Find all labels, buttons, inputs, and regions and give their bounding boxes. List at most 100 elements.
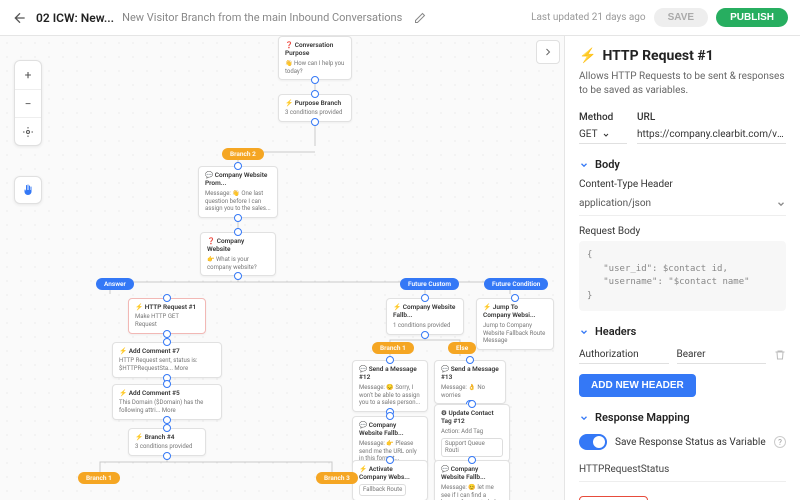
publish-button[interactable]: PUBLISH xyxy=(716,8,788,27)
node-title: ⚡ Add Comment #5 xyxy=(119,389,215,397)
trash-icon[interactable] xyxy=(774,349,786,361)
pill-branch-2[interactable]: Branch 2 xyxy=(222,148,264,160)
response-section-header[interactable]: Response Mapping xyxy=(579,411,786,424)
node-title: ⚡ Jump To Company Websi... xyxy=(483,303,547,320)
header-key-input[interactable]: Authorization xyxy=(579,346,669,364)
node-title: ⚡ Purpose Branch xyxy=(285,99,345,107)
node-desc: 👉 What is your company website? xyxy=(207,256,269,272)
panel-description: Allows HTTP Requests to be sent & respon… xyxy=(579,70,786,98)
save-status-label: Save Response Status as Variable xyxy=(615,437,766,448)
node-desc: Make HTTP GET Request xyxy=(135,313,199,329)
node-desc: Message: 👋 One last question before I ca… xyxy=(205,190,271,213)
node-desc: 1 conditions provided xyxy=(393,322,457,330)
node-update-tag-12[interactable]: ⚙ Update Contact Tag #12 Action: Add Tag… xyxy=(434,404,510,462)
method-url-row: Method GET URL https://company.clearbit.… xyxy=(579,112,786,144)
method-value: GET xyxy=(579,129,598,140)
save-button: SAVE xyxy=(654,8,709,27)
node-jump-to-fallback[interactable]: ⚡ Jump To Company Websi... Jump to Compa… xyxy=(476,298,554,350)
locate-button[interactable] xyxy=(15,117,41,145)
node-purpose-branch[interactable]: ⚡ Purpose Branch 3 conditions provided xyxy=(278,94,352,122)
pill-future-condition[interactable]: Future Condition xyxy=(484,278,548,290)
doc-title: 02 ICW: New... xyxy=(36,11,114,25)
pill-branch-1[interactable]: Branch 1 xyxy=(78,472,120,484)
node-title: 💬 Company Website Fallb... xyxy=(441,465,503,482)
bolt-icon: ⚡ xyxy=(579,48,596,64)
zoom-in-button[interactable]: + xyxy=(15,61,41,89)
node-add-comment-7[interactable]: ⚡ Add Comment #7 HTTP Request sent, stat… xyxy=(112,342,222,378)
pan-tool-button[interactable] xyxy=(14,176,42,204)
chevron-down-icon xyxy=(579,413,589,423)
fallback-chip: Fallback Route xyxy=(359,484,406,496)
node-title: ⚡ Company Website Fallb... xyxy=(393,303,457,320)
header-row: Authorization Bearer xyxy=(579,346,786,364)
node-title: 💬 Send a Message #13 xyxy=(441,365,499,382)
panel-title-text: HTTP Request #1 xyxy=(602,48,713,64)
chevron-down-icon xyxy=(579,160,589,170)
node-title: 💬 Send a Message #12 xyxy=(359,365,421,382)
save-status-toggle[interactable] xyxy=(579,434,607,450)
node-company-prompt[interactable]: 💬 Company Website Prom... Message: 👋 One… xyxy=(198,166,278,218)
node-company-website[interactable]: ❓ Company Website 👉 What is your company… xyxy=(200,232,276,276)
panel-title: ⚡ HTTP Request #1 xyxy=(579,48,786,64)
back-icon[interactable] xyxy=(12,10,28,26)
content-type-value: application/json xyxy=(579,198,651,209)
node-title: ⚡ Activate Company Webs... xyxy=(359,465,421,482)
node-send-message-13[interactable]: 💬 Send a Message #13 Message: 👌 No worri… xyxy=(434,360,506,404)
pill-fb-else[interactable]: Else xyxy=(448,342,476,354)
canvas-toolbar: + − xyxy=(14,60,42,146)
node-fallback-route-msg[interactable]: 💬 Company Website Fallb... Message: 😊 le… xyxy=(434,460,510,500)
method-select[interactable]: GET xyxy=(579,126,627,144)
node-http-request[interactable]: ⚡ HTTP Request #1 Make HTTP GET Request xyxy=(128,298,206,334)
delete-button[interactable]: DELETE xyxy=(579,496,648,500)
node-title: ❓ Conversation Purpose xyxy=(285,41,345,58)
node-send-message-12[interactable]: 💬 Send a Message #12 Message: 😔 Sorry, I… xyxy=(352,360,428,412)
url-input[interactable]: https://company.clearbit.com/v2/companie… xyxy=(637,126,786,144)
node-desc: Message: 😔 Sorry, I won't be able to ass… xyxy=(359,384,421,407)
pill-answer[interactable]: Answer xyxy=(96,278,134,290)
content-type-label: Content-Type Header xyxy=(579,179,786,190)
node-branch-4[interactable]: ⚡ Branch #4 3 conditions provided xyxy=(128,428,206,456)
header-bar: 02 ICW: New... New Visitor Branch from t… xyxy=(0,0,800,36)
node-desc: HTTP Request sent, status is: $HTTPReque… xyxy=(119,357,215,373)
status-variable-input[interactable]: HTTPRequestStatus xyxy=(579,460,786,482)
zoom-out-button[interactable]: − xyxy=(15,89,41,117)
content-type-select[interactable]: application/json xyxy=(579,194,786,216)
node-activate-website[interactable]: ⚡ Activate Company Webs... Fallback Rout… xyxy=(352,460,428,500)
node-desc: Message: 😊 let me see if I can find a hu… xyxy=(441,484,503,500)
headers-section-header[interactable]: Headers xyxy=(579,325,786,338)
node-desc: Message: 👌 No worries xyxy=(441,384,499,400)
side-panel: ⚡ HTTP Request #1 Allows HTTP Requests t… xyxy=(564,36,800,500)
node-title: ⚡ HTTP Request #1 xyxy=(135,303,199,311)
chevron-down-icon xyxy=(602,131,610,139)
header-value-input[interactable]: Bearer xyxy=(677,346,767,364)
node-desc: 3 conditions provided xyxy=(285,109,345,117)
help-icon[interactable]: ? xyxy=(774,436,786,448)
node-title: ⚙ Update Contact Tag #12 xyxy=(441,409,503,426)
node-website-fallback-branch[interactable]: ⚡ Company Website Fallb... 1 conditions … xyxy=(386,298,464,335)
node-add-comment-5[interactable]: ⚡ Add Comment #5 This Domain ($Domain) h… xyxy=(112,384,222,420)
tag-chip: Support Queue Routi xyxy=(441,438,503,458)
node-title: 💬 Company Website Prom... xyxy=(205,171,271,188)
node-title: 💬 Company Website Fallb... xyxy=(359,421,421,438)
request-body-label: Request Body xyxy=(579,226,786,237)
method-field: Method GET xyxy=(579,112,627,144)
pill-future-custom[interactable]: Future Custom xyxy=(400,278,459,290)
node-title: ⚡ Add Comment #7 xyxy=(119,347,215,355)
body-section-header[interactable]: Body xyxy=(579,158,786,171)
edit-icon[interactable] xyxy=(414,12,426,24)
node-desc: This Domain ($Domain) has the following … xyxy=(119,399,215,415)
last-updated: Last updated 21 days ago xyxy=(531,12,646,23)
url-label: URL xyxy=(637,112,786,123)
response-section-label: Response Mapping xyxy=(595,411,690,424)
pill-branch-3[interactable]: Branch 3 xyxy=(316,472,358,484)
headers-section-label: Headers xyxy=(595,325,636,338)
node-desc: 3 conditions provided xyxy=(135,443,199,451)
url-field: URL https://company.clearbit.com/v2/comp… xyxy=(637,112,786,144)
collapse-panel-button[interactable] xyxy=(536,40,560,64)
flow-canvas[interactable]: + − ❓ Conversation Purpose 👋 How can I h… xyxy=(0,36,564,500)
node-title: ❓ Company Website xyxy=(207,237,269,254)
request-body-input[interactable]: { "user_id": $contact id, "username": "$… xyxy=(579,241,786,311)
node-conversation-purpose[interactable]: ❓ Conversation Purpose 👋 How can I help … xyxy=(278,36,352,80)
pill-fb-branch1[interactable]: Branch 1 xyxy=(372,342,414,354)
add-header-button[interactable]: ADD NEW HEADER xyxy=(579,374,696,397)
